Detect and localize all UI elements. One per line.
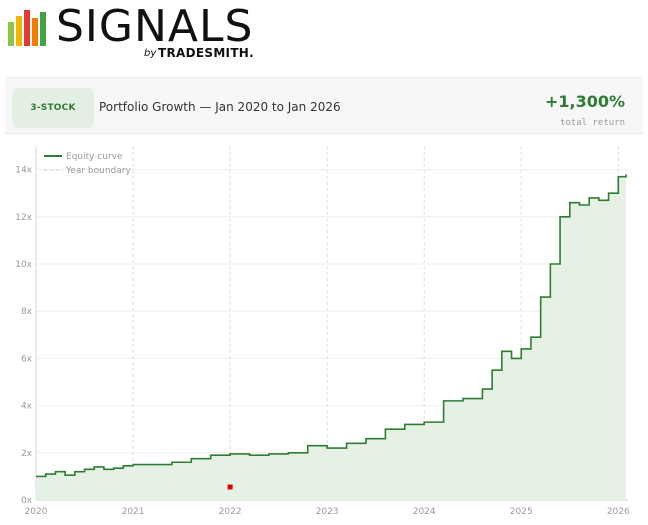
equity-line	[36, 174, 627, 478]
chart-header: 3-STOCK Portfolio Growth — Jan 2020 to J…	[5, 77, 643, 134]
legend-equity-label: Equity curve	[66, 152, 123, 162]
x-tick-label: 2024	[413, 507, 436, 517]
y-tick-label: 4x	[21, 402, 33, 412]
y-tick-label: 12x	[15, 213, 32, 223]
x-tick-label: 2026	[607, 507, 630, 517]
logo-by: by	[144, 48, 157, 59]
x-tick-label: 2025	[510, 507, 533, 517]
equity-chart: 0x 2x 4x 6x 8x 10x 12x 14x 2020 2021 2022 2023 2024 2…	[15, 146, 630, 517]
y-tick-label: 8x	[21, 307, 33, 317]
marker-point	[227, 484, 233, 490]
portfolio-badge: 3-STOCK	[12, 88, 94, 128]
x-tick-label: 2021	[122, 507, 145, 517]
y-tick-label: 2x	[21, 449, 33, 459]
equity-area	[36, 174, 627, 500]
y-tick-label: 10x	[15, 260, 32, 270]
logo-wordmark: SIGNALS	[56, 1, 254, 52]
y-tick-label: 0x	[21, 496, 33, 506]
y-tick-label: 14x	[15, 166, 32, 176]
y-tick-label: 6x	[21, 354, 33, 364]
x-tick-label: 2023	[316, 507, 339, 517]
total-return-label: total return	[559, 118, 625, 128]
signals-bars-icon	[8, 10, 46, 46]
total-return-value: +1,300%	[544, 92, 625, 111]
x-tick-label: 2022	[219, 507, 242, 517]
legend-year-label: Year boundary	[65, 166, 131, 176]
x-tick-label: 2020	[25, 507, 48, 517]
logo: SIGNALS by TRADESMITH.	[6, 1, 256, 64]
logo-brand: TRADESMITH.	[158, 46, 255, 60]
chart-title: Portfolio Growth — Jan 2020 to Jan 2026	[99, 100, 341, 114]
